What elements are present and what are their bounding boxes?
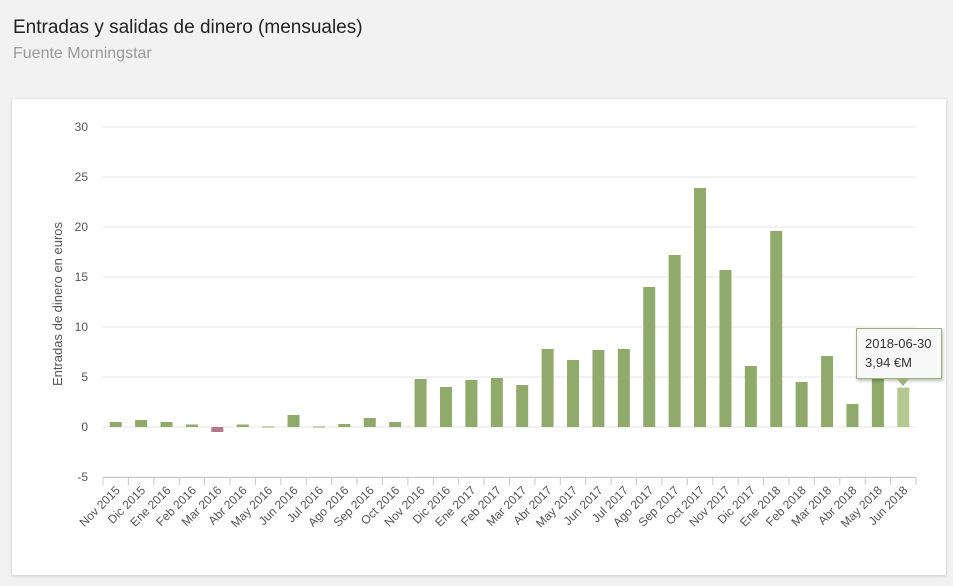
tooltip-pointer (897, 378, 910, 386)
y-tick-label: 0 (81, 420, 88, 434)
bar-chart: -5 0 5 10 15 20 25 30 Entradas de dinero en euro… (50, 120, 917, 530)
bar (490, 378, 503, 427)
page-subtitle: Fuente Morningstar (13, 45, 152, 62)
page-title: Entradas y salidas de dinero (mensuales) (13, 17, 363, 38)
bar (465, 380, 478, 427)
bar (287, 415, 300, 427)
bar (643, 287, 656, 427)
bar (211, 427, 224, 432)
y-tick-label: 15 (75, 270, 89, 284)
bar (185, 424, 198, 427)
chart-card: -5 0 5 10 15 20 25 30 Entradas de dinero en euro… (12, 99, 946, 575)
bar (109, 422, 122, 427)
y-tick-label: 5 (81, 370, 88, 384)
bar (617, 349, 630, 427)
bar (414, 379, 427, 427)
bar (567, 360, 580, 427)
bar (821, 356, 834, 427)
bar (516, 385, 529, 427)
bar (668, 255, 681, 427)
tooltip-date: 2018-06-30 (865, 335, 932, 351)
bar (770, 231, 783, 427)
bar (694, 188, 707, 427)
y-tick-label: 10 (75, 320, 89, 334)
bar (744, 366, 757, 427)
bar (439, 387, 452, 427)
bar (795, 382, 808, 427)
bar (846, 404, 859, 427)
chart-tooltip: 2018-06-30 3,94 €M (856, 327, 942, 379)
y-tick-label: 30 (75, 120, 89, 134)
bar (160, 422, 173, 427)
y-tick-label: 25 (75, 170, 89, 184)
bar (592, 350, 605, 427)
bar (236, 424, 249, 427)
tooltip-value: 3,94 €M (865, 354, 912, 370)
bar (389, 422, 402, 427)
bar (262, 426, 275, 428)
bar (312, 426, 325, 428)
bar (897, 387, 910, 427)
y-tick-label: -5 (77, 470, 88, 484)
bar (363, 418, 376, 427)
y-axis-title: Entradas de dinero en euros (50, 221, 65, 386)
bar (719, 270, 732, 427)
y-tick-label: 20 (75, 220, 89, 234)
bar (338, 424, 351, 427)
bar (135, 420, 148, 427)
bar (871, 379, 884, 427)
bar (541, 349, 554, 427)
